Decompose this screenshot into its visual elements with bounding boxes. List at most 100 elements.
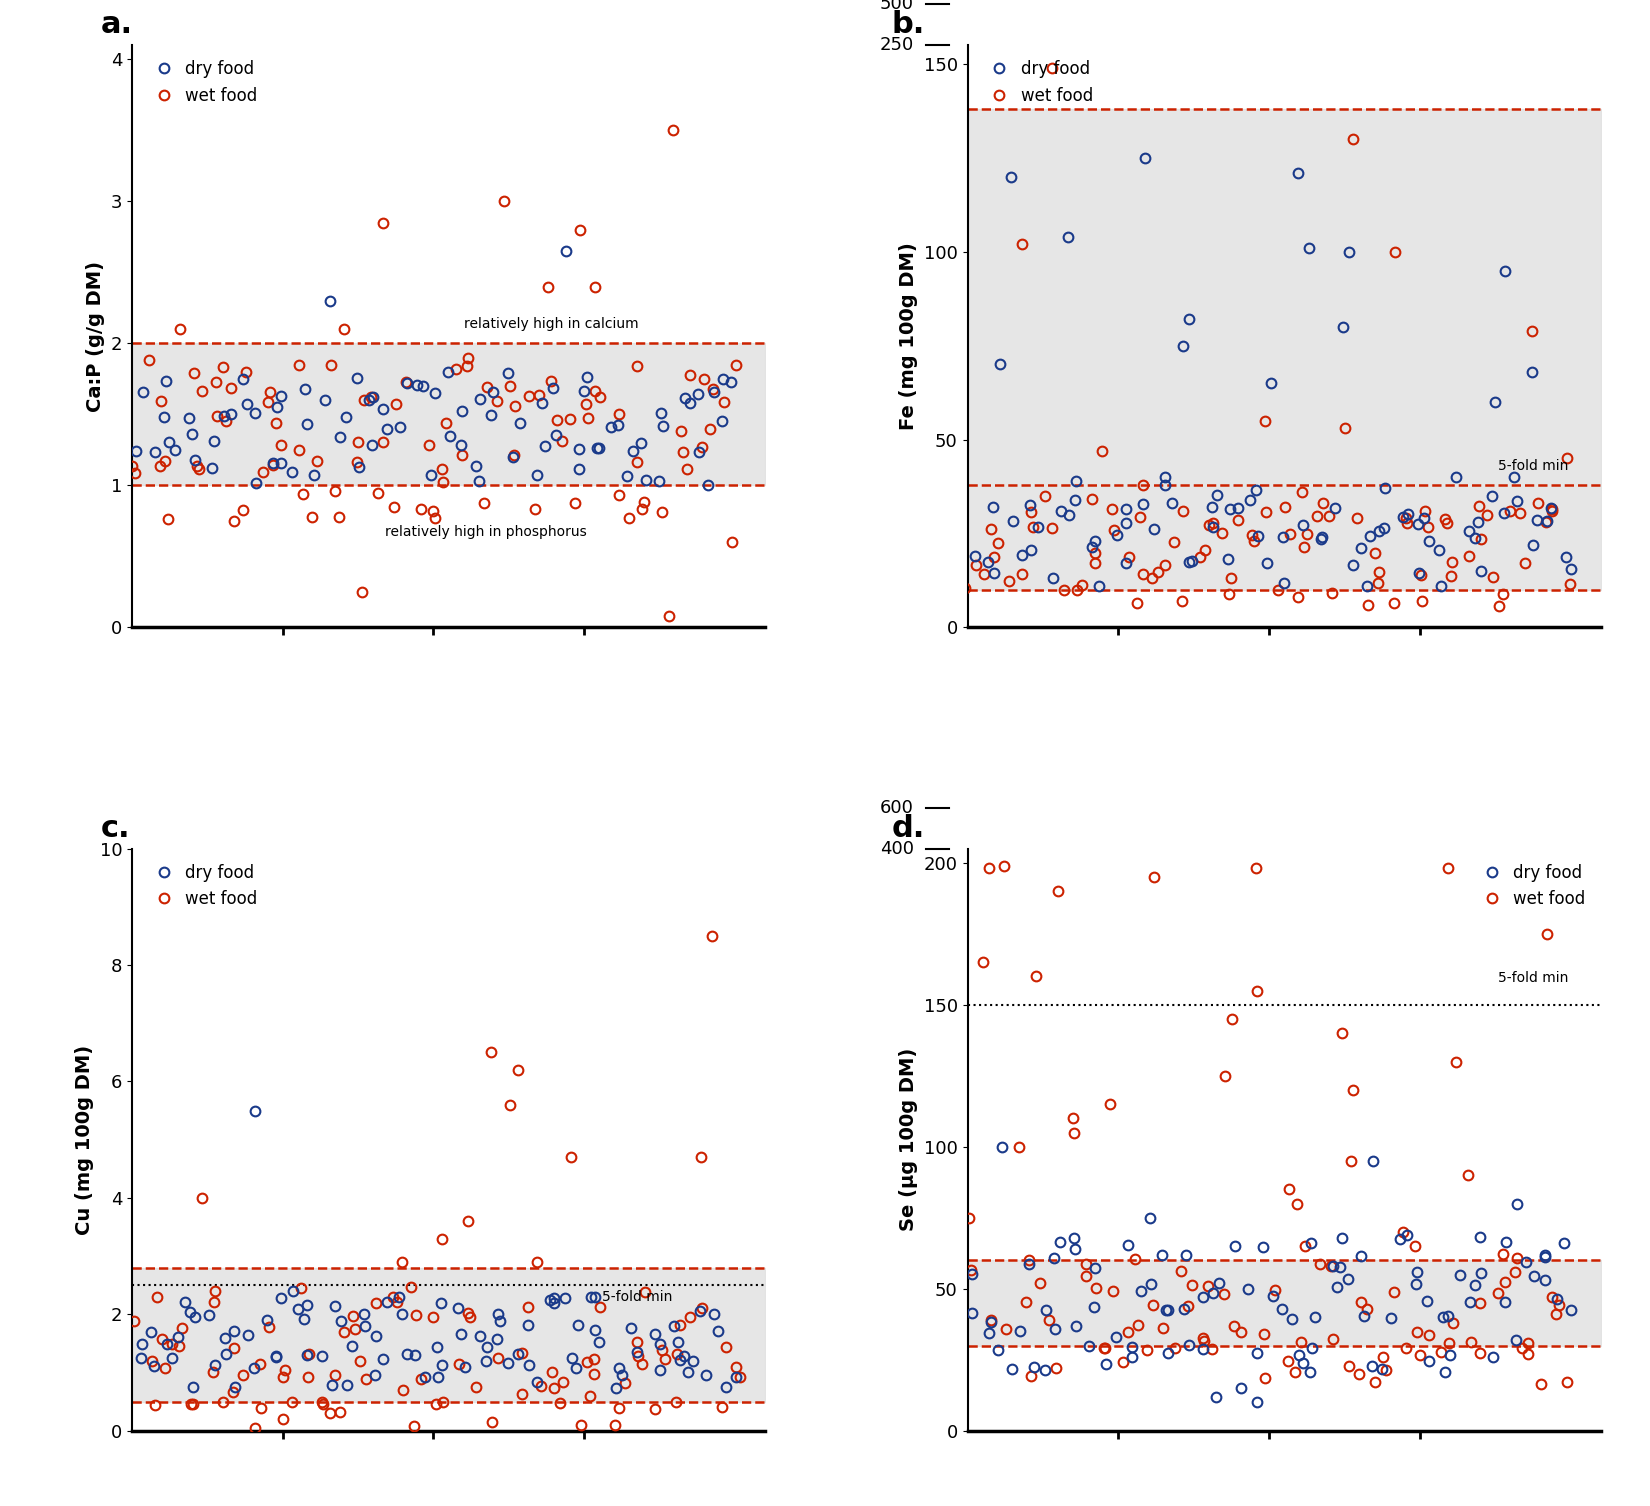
wet food — [1041, 59, 1061, 77]
dry food — [1561, 1301, 1581, 1319]
wet food — [658, 607, 678, 625]
wet food — [995, 857, 1015, 875]
Y-axis label: Cu (mg 100g DM): Cu (mg 100g DM) — [76, 1045, 94, 1235]
Text: 250: 250 — [879, 36, 914, 54]
wet food — [1072, 577, 1092, 595]
wet food — [1384, 242, 1404, 261]
dry food — [1134, 495, 1153, 514]
Text: 600: 600 — [879, 798, 914, 816]
dry food — [556, 242, 576, 261]
dry food — [962, 1304, 982, 1322]
Text: c.: c. — [101, 813, 130, 843]
wet food — [955, 580, 975, 598]
dry food — [1445, 468, 1465, 486]
wet food — [1092, 441, 1112, 459]
dry food — [716, 1378, 736, 1396]
Text: relatively high in calcium: relatively high in calcium — [464, 316, 639, 331]
wet food — [244, 1419, 264, 1437]
Legend: dry food, wet food: dry food, wet food — [975, 54, 1101, 111]
dry food — [1391, 1230, 1411, 1248]
wet food — [251, 1399, 271, 1417]
wet food — [432, 473, 452, 491]
wet food — [1332, 1024, 1351, 1042]
Legend: dry food, wet food: dry food, wet food — [1468, 857, 1592, 914]
dry food — [238, 1327, 257, 1345]
dry food — [1135, 149, 1155, 167]
wet food — [1279, 1181, 1299, 1199]
dry food — [698, 476, 718, 494]
wet food — [432, 1393, 452, 1411]
dry food — [1556, 548, 1576, 566]
dry food — [233, 370, 252, 389]
dry food — [1145, 520, 1165, 538]
wet food — [122, 458, 142, 476]
Line: wet food: wet food — [964, 861, 1572, 1389]
wet food — [1043, 520, 1063, 538]
Text: a.: a. — [101, 11, 132, 39]
Line: wet food: wet food — [129, 931, 744, 1432]
Line: dry food: dry food — [967, 1142, 1576, 1407]
dry food — [988, 1340, 1008, 1358]
dry food — [1419, 1352, 1439, 1370]
dry food — [1417, 1292, 1437, 1310]
wet food — [1275, 498, 1295, 517]
wet food — [124, 1312, 144, 1330]
dry food — [244, 1101, 264, 1119]
Y-axis label: Se (μg 100g DM): Se (μg 100g DM) — [899, 1048, 917, 1232]
Text: relatively high in phosphorus: relatively high in phosphorus — [384, 526, 587, 539]
wet food — [726, 355, 746, 373]
Text: d.: d. — [891, 813, 926, 843]
Legend: dry food, wet food: dry food, wet food — [140, 857, 264, 914]
wet food — [1558, 449, 1577, 467]
wet food — [264, 455, 284, 473]
dry food — [1398, 1226, 1417, 1244]
Line: dry food: dry food — [132, 245, 736, 489]
wet food — [1558, 1373, 1577, 1392]
Text: 5-fold min: 5-fold min — [602, 1289, 673, 1304]
Legend: dry food, wet food: dry food, wet food — [140, 54, 264, 111]
Line: wet food: wet food — [127, 125, 741, 620]
Text: 400: 400 — [879, 839, 914, 857]
dry food — [985, 563, 1005, 581]
Text: 500: 500 — [879, 0, 914, 14]
Y-axis label: Ca:P (g/g DM): Ca:P (g/g DM) — [86, 261, 106, 411]
dry food — [130, 1349, 150, 1367]
dry food — [566, 1358, 586, 1376]
wet food — [1104, 1282, 1124, 1300]
wet food — [701, 926, 721, 944]
Text: 5-fold min: 5-fold min — [1498, 971, 1569, 985]
dry food — [134, 383, 153, 401]
dry food — [965, 547, 985, 565]
wet food — [693, 370, 713, 389]
wet food — [1086, 1279, 1106, 1297]
dry food — [1084, 1298, 1104, 1316]
wet food — [1488, 596, 1508, 614]
Line: wet food: wet food — [960, 63, 1574, 611]
dry food — [1358, 577, 1378, 595]
dry food — [606, 1378, 625, 1396]
wet food — [236, 363, 256, 381]
wet food — [703, 380, 723, 398]
Y-axis label: Fe (mg 100g DM): Fe (mg 100g DM) — [899, 242, 917, 431]
wet food — [1518, 1345, 1538, 1363]
dry food — [337, 408, 356, 426]
dry food — [992, 1137, 1011, 1155]
Text: 5-fold min: 5-fold min — [1498, 459, 1569, 473]
wet food — [272, 1410, 292, 1428]
dry food — [581, 1288, 601, 1306]
dry food — [544, 1294, 564, 1312]
wet food — [1442, 566, 1462, 584]
wet food — [959, 1209, 978, 1227]
wet food — [487, 392, 507, 410]
dry food — [1247, 1393, 1267, 1411]
Text: b.: b. — [891, 11, 926, 39]
wet food — [711, 1399, 731, 1417]
dry food — [1325, 498, 1345, 517]
wet food — [1531, 1375, 1551, 1393]
dry food — [721, 373, 741, 392]
dry food — [705, 383, 724, 401]
dry food — [305, 465, 325, 483]
wet food — [680, 1309, 700, 1327]
wet food — [663, 122, 683, 140]
dry food — [1261, 373, 1280, 392]
